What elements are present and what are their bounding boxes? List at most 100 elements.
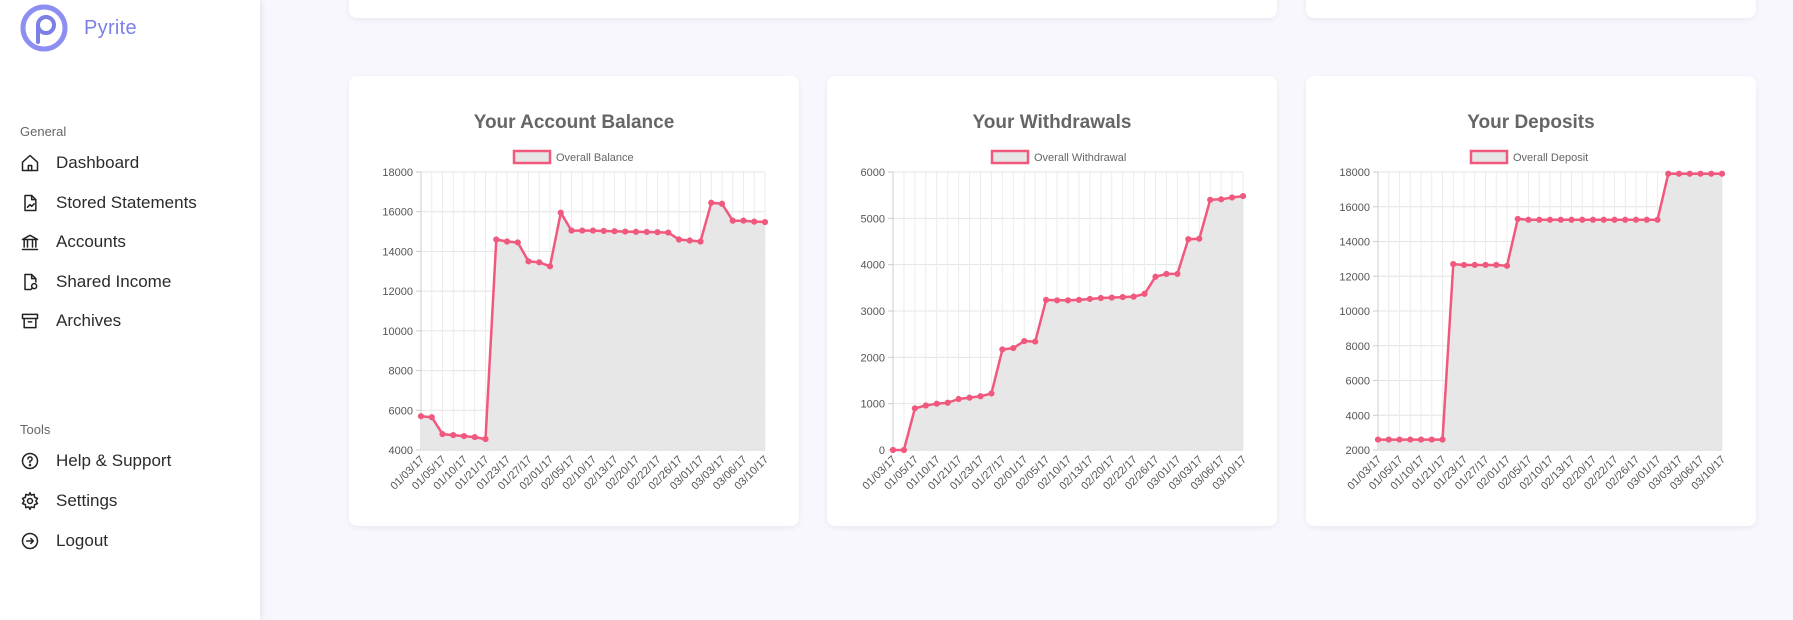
chart-legend[interactable]: Overall Balance — [512, 149, 634, 165]
data-point[interactable] — [1152, 273, 1159, 280]
data-point[interactable] — [1218, 196, 1225, 203]
data-point[interactable] — [1536, 216, 1543, 223]
data-point[interactable] — [600, 227, 607, 235]
data-point[interactable] — [1665, 170, 1672, 177]
data-point[interactable] — [665, 229, 672, 236]
data-point[interactable] — [988, 390, 995, 397]
sidebar-item-logout[interactable]: Logout — [20, 531, 108, 551]
sidebar-item-accounts[interactable]: Accounts — [20, 232, 126, 252]
data-point[interactable] — [729, 217, 736, 224]
data-point[interactable] — [697, 238, 704, 245]
data-point[interactable] — [1654, 216, 1661, 223]
data-point[interactable] — [1032, 338, 1039, 345]
data-point[interactable] — [557, 209, 564, 216]
data-point[interactable] — [966, 394, 973, 401]
data-point[interactable] — [1207, 196, 1214, 203]
data-point[interactable] — [1130, 293, 1137, 300]
data-point[interactable] — [1622, 216, 1629, 223]
data-point[interactable] — [1239, 192, 1247, 200]
data-point[interactable] — [1686, 170, 1693, 177]
sidebar-item-archives[interactable]: Archives — [20, 311, 121, 331]
data-point[interactable] — [1546, 216, 1554, 223]
data-point[interactable] — [686, 237, 693, 244]
chart-legend[interactable]: Overall Deposit — [1469, 149, 1588, 165]
data-point[interactable] — [889, 446, 897, 454]
data-point[interactable] — [439, 431, 446, 438]
data-point[interactable] — [632, 228, 640, 235]
data-point[interactable] — [1075, 296, 1083, 303]
sidebar-item-shared-income[interactable]: Shared Income — [20, 272, 171, 292]
data-point[interactable] — [525, 258, 532, 265]
data-point[interactable] — [536, 259, 543, 266]
data-point[interactable] — [1568, 216, 1575, 223]
data-point[interactable] — [1021, 338, 1028, 345]
data-point[interactable] — [1185, 236, 1192, 243]
data-point[interactable] — [1482, 261, 1489, 269]
sidebar-item-settings[interactable]: Settings — [20, 491, 117, 511]
data-point[interactable] — [1439, 436, 1446, 443]
data-point[interactable] — [1611, 216, 1618, 223]
data-point[interactable] — [1643, 216, 1650, 223]
data-point[interactable] — [450, 432, 457, 439]
data-point[interactable] — [643, 228, 650, 236]
data-point[interactable] — [428, 414, 435, 421]
data-point[interactable] — [1600, 216, 1607, 223]
data-point[interactable] — [1493, 261, 1500, 269]
data-point[interactable] — [493, 236, 500, 243]
data-point[interactable] — [579, 227, 586, 234]
data-point[interactable] — [546, 263, 554, 270]
data-point[interactable] — [675, 236, 683, 243]
data-point[interactable] — [654, 229, 661, 236]
data-point[interactable] — [611, 228, 618, 235]
data-point[interactable] — [1141, 290, 1148, 297]
data-point[interactable] — [503, 238, 511, 245]
sidebar-item-dashboard[interactable]: Dashboard — [20, 153, 139, 173]
data-point[interactable] — [1718, 170, 1726, 177]
data-point[interactable] — [1228, 194, 1236, 201]
data-point[interactable] — [1374, 436, 1382, 443]
data-point[interactable] — [1708, 170, 1715, 177]
data-point[interactable] — [900, 446, 908, 454]
data-point[interactable] — [1471, 261, 1478, 269]
data-point[interactable] — [1503, 262, 1511, 269]
data-point[interactable] — [761, 218, 769, 226]
data-point[interactable] — [1163, 270, 1170, 278]
data-point[interactable] — [1053, 297, 1061, 304]
data-point[interactable] — [568, 227, 575, 234]
chart-legend[interactable]: Overall Withdrawal — [990, 149, 1126, 165]
data-point[interactable] — [1632, 216, 1640, 223]
data-point[interactable] — [933, 400, 940, 407]
data-point[interactable] — [1589, 216, 1597, 223]
data-point[interactable] — [1097, 294, 1104, 302]
data-point[interactable] — [417, 413, 425, 420]
data-point[interactable] — [1579, 216, 1586, 223]
data-point[interactable] — [1119, 294, 1126, 301]
data-point[interactable] — [1086, 295, 1093, 303]
data-point[interactable] — [1108, 294, 1115, 301]
data-point[interactable] — [751, 218, 758, 225]
sidebar-item-help-support[interactable]: Help & Support — [20, 451, 171, 471]
data-point[interactable] — [1043, 296, 1050, 303]
data-point[interactable] — [740, 217, 747, 224]
data-point[interactable] — [460, 433, 468, 440]
data-point[interactable] — [514, 239, 521, 246]
data-point[interactable] — [1557, 216, 1564, 223]
data-point[interactable] — [1396, 436, 1403, 443]
data-point[interactable] — [1514, 215, 1521, 223]
data-point[interactable] — [1385, 436, 1392, 443]
data-point[interactable] — [1407, 436, 1414, 443]
data-point[interactable] — [718, 200, 726, 207]
data-point[interactable] — [922, 402, 929, 409]
data-point[interactable] — [1010, 344, 1017, 352]
data-point[interactable] — [977, 393, 984, 400]
data-point[interactable] — [589, 227, 597, 234]
data-point[interactable] — [471, 433, 478, 441]
data-point[interactable] — [955, 395, 962, 403]
data-point[interactable] — [1428, 436, 1435, 443]
data-point[interactable] — [1450, 260, 1457, 268]
data-point[interactable] — [1174, 270, 1181, 278]
app-logo[interactable]: Pyrite — [20, 4, 137, 52]
data-point[interactable] — [1675, 170, 1683, 177]
data-point[interactable] — [999, 346, 1006, 353]
sidebar-item-stored-statements[interactable]: Stored Statements — [20, 193, 197, 213]
